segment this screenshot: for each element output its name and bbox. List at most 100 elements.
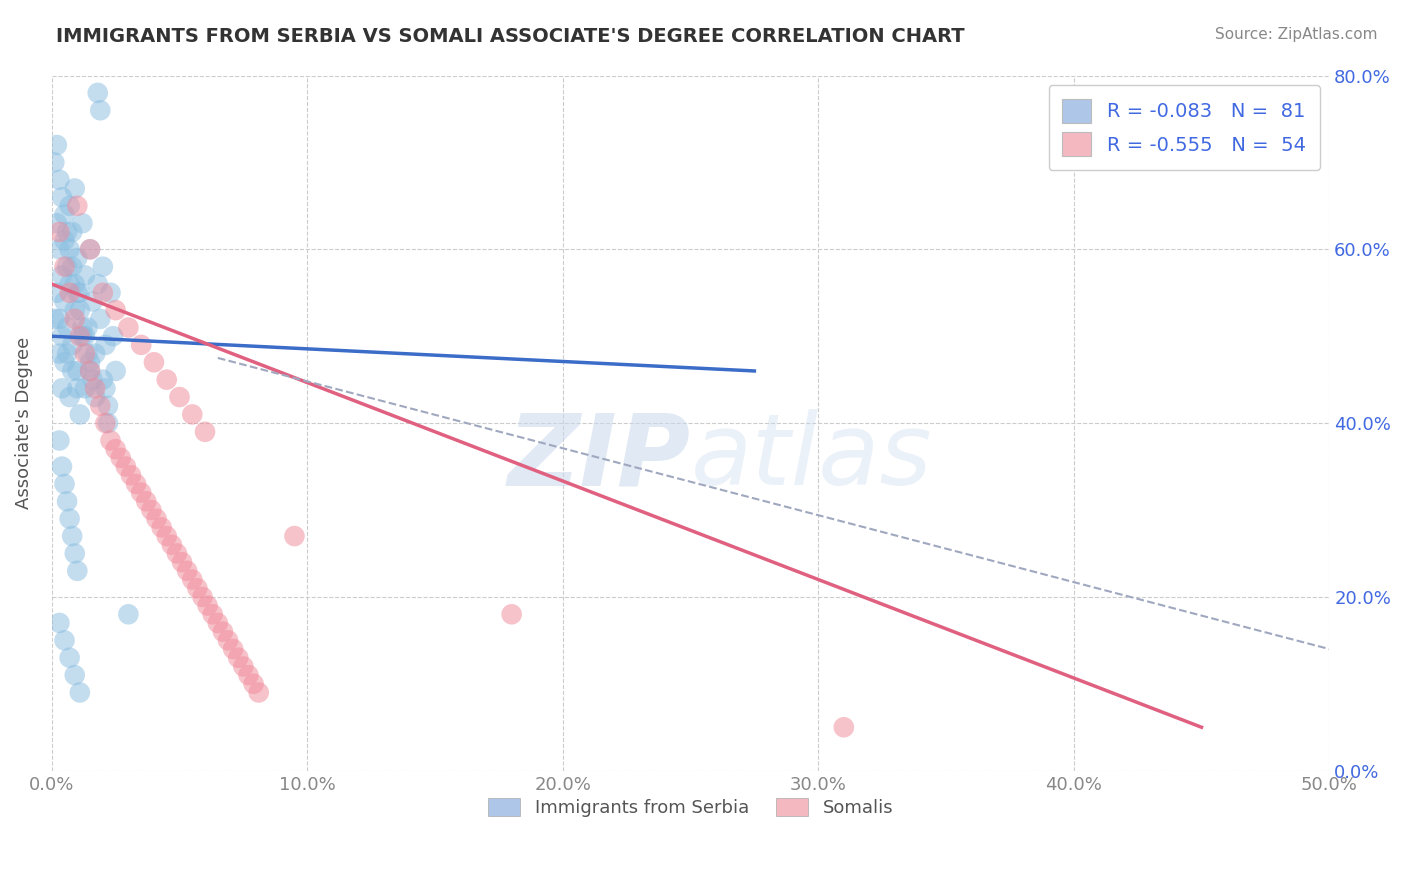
- Point: [72, 329, 94, 343]
- Point: [212, 624, 235, 639]
- Point: [91, 373, 114, 387]
- Point: [45, 216, 67, 230]
- Point: [56, 494, 79, 508]
- Point: [72, 216, 94, 230]
- Point: [76, 320, 98, 334]
- Point: [56, 346, 79, 360]
- Point: [56, 320, 79, 334]
- Point: [66, 381, 89, 395]
- Point: [84, 390, 107, 404]
- Point: [73, 381, 96, 395]
- Point: [53, 477, 76, 491]
- Point: [48, 615, 70, 630]
- Point: [141, 503, 163, 517]
- Point: [169, 390, 191, 404]
- Point: [232, 659, 254, 673]
- Point: [51, 268, 73, 283]
- Point: [66, 285, 89, 300]
- Point: [79, 364, 101, 378]
- Point: [73, 329, 96, 343]
- Point: [97, 399, 120, 413]
- Point: [51, 459, 73, 474]
- Text: Source: ZipAtlas.com: Source: ZipAtlas.com: [1215, 27, 1378, 42]
- Text: IMMIGRANTS FROM SERBIA VS SOMALI ASSOCIATE'S DEGREE CORRELATION CHART: IMMIGRANTS FROM SERBIA VS SOMALI ASSOCIA…: [56, 27, 965, 45]
- Text: atlas: atlas: [690, 409, 932, 507]
- Point: [66, 364, 89, 378]
- Point: [186, 581, 208, 595]
- Point: [53, 633, 76, 648]
- Legend: Immigrants from Serbia, Somalis: Immigrants from Serbia, Somalis: [481, 790, 901, 824]
- Point: [63, 303, 86, 318]
- Point: [181, 573, 204, 587]
- Point: [283, 529, 305, 543]
- Point: [60, 260, 83, 274]
- Point: [48, 346, 70, 360]
- Point: [101, 329, 124, 343]
- Point: [59, 285, 82, 300]
- Point: [197, 599, 219, 613]
- Point: [45, 138, 67, 153]
- Point: [166, 546, 188, 560]
- Point: [91, 285, 114, 300]
- Point: [69, 408, 91, 422]
- Point: [51, 329, 73, 343]
- Y-axis label: Associate's Degree: Associate's Degree: [15, 337, 32, 509]
- Point: [142, 355, 165, 369]
- Point: [69, 685, 91, 699]
- Point: [56, 260, 79, 274]
- Point: [100, 285, 122, 300]
- Point: [48, 173, 70, 187]
- Point: [79, 364, 101, 378]
- Point: [60, 338, 83, 352]
- Point: [59, 390, 82, 404]
- Point: [87, 277, 110, 291]
- Point: [201, 607, 224, 622]
- Point: [59, 650, 82, 665]
- Point: [60, 225, 83, 239]
- Point: [53, 234, 76, 248]
- Point: [79, 242, 101, 256]
- Point: [242, 677, 264, 691]
- Point: [48, 311, 70, 326]
- Point: [222, 642, 245, 657]
- Point: [48, 225, 70, 239]
- Point: [82, 294, 104, 309]
- Point: [89, 311, 111, 326]
- Point: [73, 268, 96, 283]
- Point: [51, 190, 73, 204]
- Point: [94, 338, 117, 352]
- Point: [87, 86, 110, 100]
- Point: [69, 285, 91, 300]
- Point: [217, 633, 239, 648]
- Point: [53, 294, 76, 309]
- Point: [63, 311, 86, 326]
- Point: [84, 381, 107, 395]
- Point: [176, 564, 198, 578]
- Point: [94, 381, 117, 395]
- Point: [97, 416, 120, 430]
- Text: ZIP: ZIP: [508, 409, 690, 507]
- Point: [69, 329, 91, 343]
- Point: [48, 434, 70, 448]
- Point: [89, 399, 111, 413]
- Point: [145, 511, 167, 525]
- Point: [104, 364, 127, 378]
- Point: [117, 607, 139, 622]
- Point: [120, 468, 142, 483]
- Point: [79, 355, 101, 369]
- Point: [150, 520, 173, 534]
- Point: [94, 416, 117, 430]
- Point: [226, 650, 249, 665]
- Point: [66, 251, 89, 265]
- Point: [63, 181, 86, 195]
- Point: [76, 346, 98, 360]
- Point: [44, 155, 66, 169]
- Point: [59, 242, 82, 256]
- Point: [135, 494, 157, 508]
- Point: [207, 615, 229, 630]
- Point: [72, 320, 94, 334]
- Point: [60, 364, 83, 378]
- Point: [181, 408, 204, 422]
- Point: [63, 668, 86, 682]
- Point: [104, 303, 127, 318]
